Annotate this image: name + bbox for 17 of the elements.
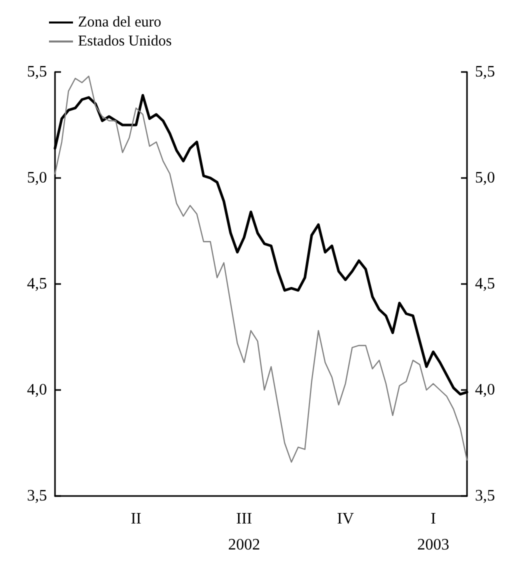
x-tick-label: II (130, 510, 142, 528)
legend-label: Estados Unidos (78, 34, 172, 50)
y-tick-label: 5,0 (27, 170, 47, 186)
y2-tick-label: 4,5 (475, 276, 495, 292)
y-tick-label: 5,5 (27, 64, 47, 80)
y2-tick-label: 3,5 (475, 488, 495, 504)
x-tick-label: IV (336, 510, 354, 528)
legend-label: Zona del euro (78, 14, 162, 30)
y-tick-label: 3,5 (27, 488, 47, 504)
line-series (54, 76, 468, 463)
y2-tick-label: 5,0 (475, 170, 495, 186)
x-tick-label: I 2003 (417, 510, 450, 554)
y-tick-label: 4,5 (27, 276, 47, 292)
y-tick-label: 4,0 (27, 382, 47, 398)
y2-tick-label: 5,5 (475, 64, 495, 80)
x-tick-label: III 2002 (228, 510, 260, 554)
y2-tick-label: 4,0 (475, 382, 495, 398)
